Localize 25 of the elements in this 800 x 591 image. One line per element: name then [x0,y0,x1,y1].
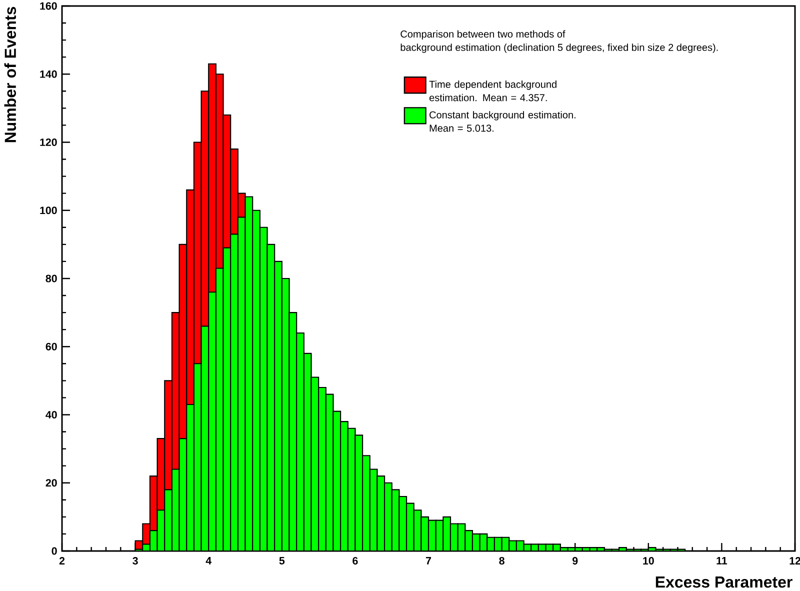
x-tick-label: 6 [352,557,358,565]
y-tick-label: 40 [46,410,57,419]
y-tick-label: 140 [40,70,57,78]
legend-label: Constant background estimation. Mean = 5.013. [430,111,576,132]
legend-title: Comparison between two methods of background estimation (declination 5 degrees, fixed bin size 2 degrees). [400,30,718,53]
x-tick-label: 12 [790,557,800,564]
y-tick-label: 20 [46,479,57,487]
y-tick-label: 60 [46,342,57,350]
y-tick-label: 0 [52,547,57,555]
x-tick-label: 5 [279,557,285,564]
x-tick-label: 7 [426,557,431,564]
x-tick-label: 2 [59,557,65,564]
legend-label: Time dependent background estimation. Mean = 4.357. [429,80,556,102]
x-tick-label: 4 [206,557,212,564]
x-axis-title: Excess Parameter [656,576,792,588]
y-tick-label: 100 [40,206,57,214]
x-tick-label: 3 [132,557,138,565]
y-axis-title: Number of Events [4,6,16,142]
x-tick-label: 8 [499,557,504,565]
y-tick-label: 160 [40,2,57,10]
y-tick-label: 120 [40,138,57,146]
x-tick-label: 11 [716,557,728,564]
x-tick-label: 10 [643,557,654,565]
y-tick-label: 80 [46,274,57,282]
x-tick-label: 9 [572,557,578,565]
